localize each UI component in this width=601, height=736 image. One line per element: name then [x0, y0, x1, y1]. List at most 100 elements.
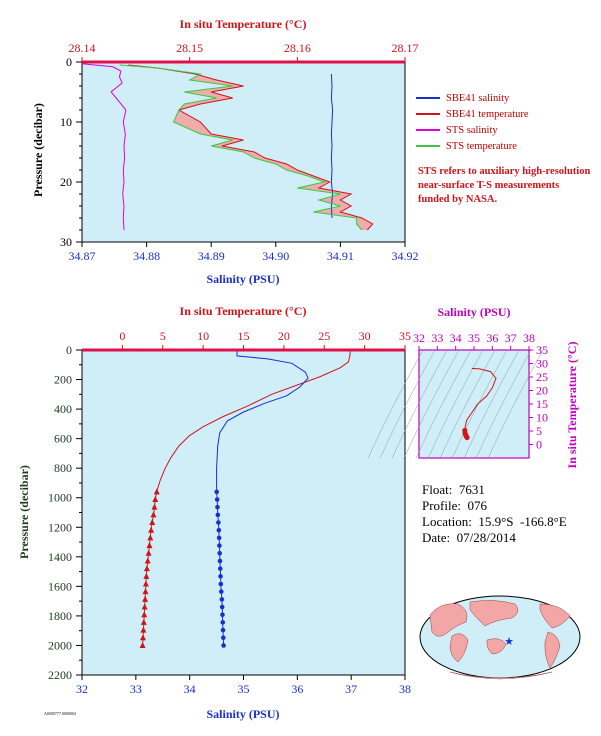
temperature-tick-label: 28.14: [69, 41, 96, 55]
temperature-marker: [139, 634, 146, 641]
salinity-marker: [216, 527, 222, 533]
ts-temperature-tick-label: 35: [536, 343, 548, 357]
continent-shape: [486, 638, 507, 655]
series-sbe41-temperature: [128, 64, 374, 231]
legend: SBE41 salinity SBE41 temperature STS sal…: [416, 90, 529, 154]
temperature-marker: [142, 580, 149, 587]
salinity-tick-label: 32: [76, 682, 88, 696]
salinity-marker: [214, 489, 219, 495]
salinity-tick-label: 34: [184, 682, 196, 696]
continent-shape: [429, 603, 468, 637]
ts-salinity-tick-label: 33: [431, 331, 443, 345]
temperature-marker: [142, 588, 149, 595]
salinity-marker: [218, 589, 224, 594]
bottom-sal-axis-title: Salinity (PSU): [206, 707, 279, 721]
temperature-marker: [149, 519, 156, 526]
salinity-marker: [220, 620, 226, 625]
pressure-tick-label: 1200: [48, 520, 72, 534]
top-temp-axis-title: In situ Temperature (°C): [180, 17, 307, 31]
temperature-marker: [146, 542, 153, 549]
temperature-marker: [140, 626, 147, 633]
salinity-marker: [215, 512, 221, 518]
salinity-marker: [220, 612, 225, 618]
temperature-marker: [153, 488, 160, 495]
ts-salinity-tick-label: 35: [468, 331, 480, 345]
salinity-marker: [217, 550, 222, 556]
salinity-marker: [216, 520, 221, 525]
sts-note: STS refers to auxiliary high-resolution …: [418, 166, 591, 205]
ts-salinity-tick-label: 32: [413, 331, 425, 345]
temperature-marker: [144, 557, 151, 564]
salinity-marker: [217, 566, 223, 571]
salinity-marker: [215, 504, 220, 510]
salinity-marker: [221, 643, 226, 648]
salinity-tick-label: 34.90: [262, 249, 289, 263]
density-contour: [379, 349, 436, 459]
pressure-tick-label: 10: [60, 115, 72, 129]
ts-temperature-tick-label: 20: [536, 384, 548, 398]
salinity-tick-label: 34.91: [327, 249, 354, 263]
temperature-marker: [150, 511, 157, 518]
ts-temperature-tick-label: 30: [536, 357, 548, 371]
density-contour: [463, 349, 520, 459]
continent-shape: [544, 631, 561, 669]
pressure-tick-label: 200: [54, 373, 72, 387]
density-contour: [427, 349, 484, 459]
temperature-tick-label: 35: [399, 329, 411, 343]
pressure-tick-label: 30: [60, 235, 72, 249]
temperature-marker: [141, 611, 148, 618]
ts-temperature-tick-label: 5: [536, 424, 542, 438]
location: Location: 15.9°S -166.8°E: [422, 514, 567, 529]
legend-label: STS salinity: [446, 124, 498, 136]
pressure-tick-label: 800: [54, 461, 72, 475]
temperature-tick-label: 5: [160, 329, 166, 343]
temperature-tick-label: 10: [197, 329, 209, 343]
legend-label: SBE41 salinity: [446, 92, 510, 104]
salinity-tick-label: 33: [130, 682, 142, 696]
temperature-tick-label: 28.16: [284, 41, 311, 55]
salinity-marker: [217, 543, 222, 548]
legend-item-sts-salinity: STS salinity: [416, 122, 529, 138]
temperature-marker: [151, 503, 158, 510]
temperature-marker: [152, 496, 159, 502]
salinity-marker: [219, 597, 225, 602]
date: Date: 07/28/2014: [422, 530, 516, 545]
legend-label: SBE41 temperature: [446, 108, 529, 120]
legend-swatch: [416, 97, 440, 99]
temperature-marker: [142, 595, 149, 602]
continent-shape: [449, 633, 469, 663]
pressure-tick-label: 0: [66, 343, 72, 357]
salinity-tick-label: 36: [291, 682, 303, 696]
temperature-marker: [139, 641, 146, 648]
pressure-tick-label: 2000: [48, 638, 72, 652]
top-sal-axis-title: Salinity (PSU): [206, 272, 279, 286]
pressure-tick-label: 1800: [48, 609, 72, 623]
ts-temperature-tick-label: 10: [536, 411, 548, 425]
salinity-marker: [217, 558, 223, 564]
density-contour: [403, 349, 460, 459]
bottom-pressure-axis-title: Pressure (decibar): [17, 465, 31, 559]
legend-swatch: [416, 129, 440, 131]
temperature-tick-label: 15: [238, 329, 250, 343]
salinity-tick-label: 37: [345, 682, 357, 696]
ts-temperature-tick-label: 15: [536, 397, 548, 411]
salinity-marker: [220, 627, 226, 633]
temperature-marker: [143, 565, 150, 572]
legend-swatch: [416, 145, 440, 147]
salinity-tick-label: 38: [399, 682, 411, 696]
temperature-marker: [141, 603, 148, 610]
ts-temp-axis-title: In situ Temperature (°C): [565, 342, 579, 469]
ts-salinity-tick-label: 38: [523, 331, 535, 345]
salinity-marker: [214, 497, 220, 502]
temperature-tick-label: 30: [359, 329, 371, 343]
ts-temperature-tick-label: 25: [536, 370, 548, 384]
world-map: ★: [419, 595, 581, 680]
ts-salinity-tick-label: 34: [450, 331, 462, 345]
pressure-tick-label: 0: [66, 55, 72, 69]
density-contour: [391, 349, 448, 459]
legend-label: STS temperature: [446, 140, 517, 152]
fulldepth-chart: 32 33 34 35 36 37 38 0 5 10 15 20 25 30 35 0 200 400 600 80…: [17, 304, 411, 721]
series-sts-temperature: [119, 64, 363, 231]
temperature-tick-label: 25: [318, 329, 330, 343]
profile-number: Profile: 076: [422, 498, 487, 513]
